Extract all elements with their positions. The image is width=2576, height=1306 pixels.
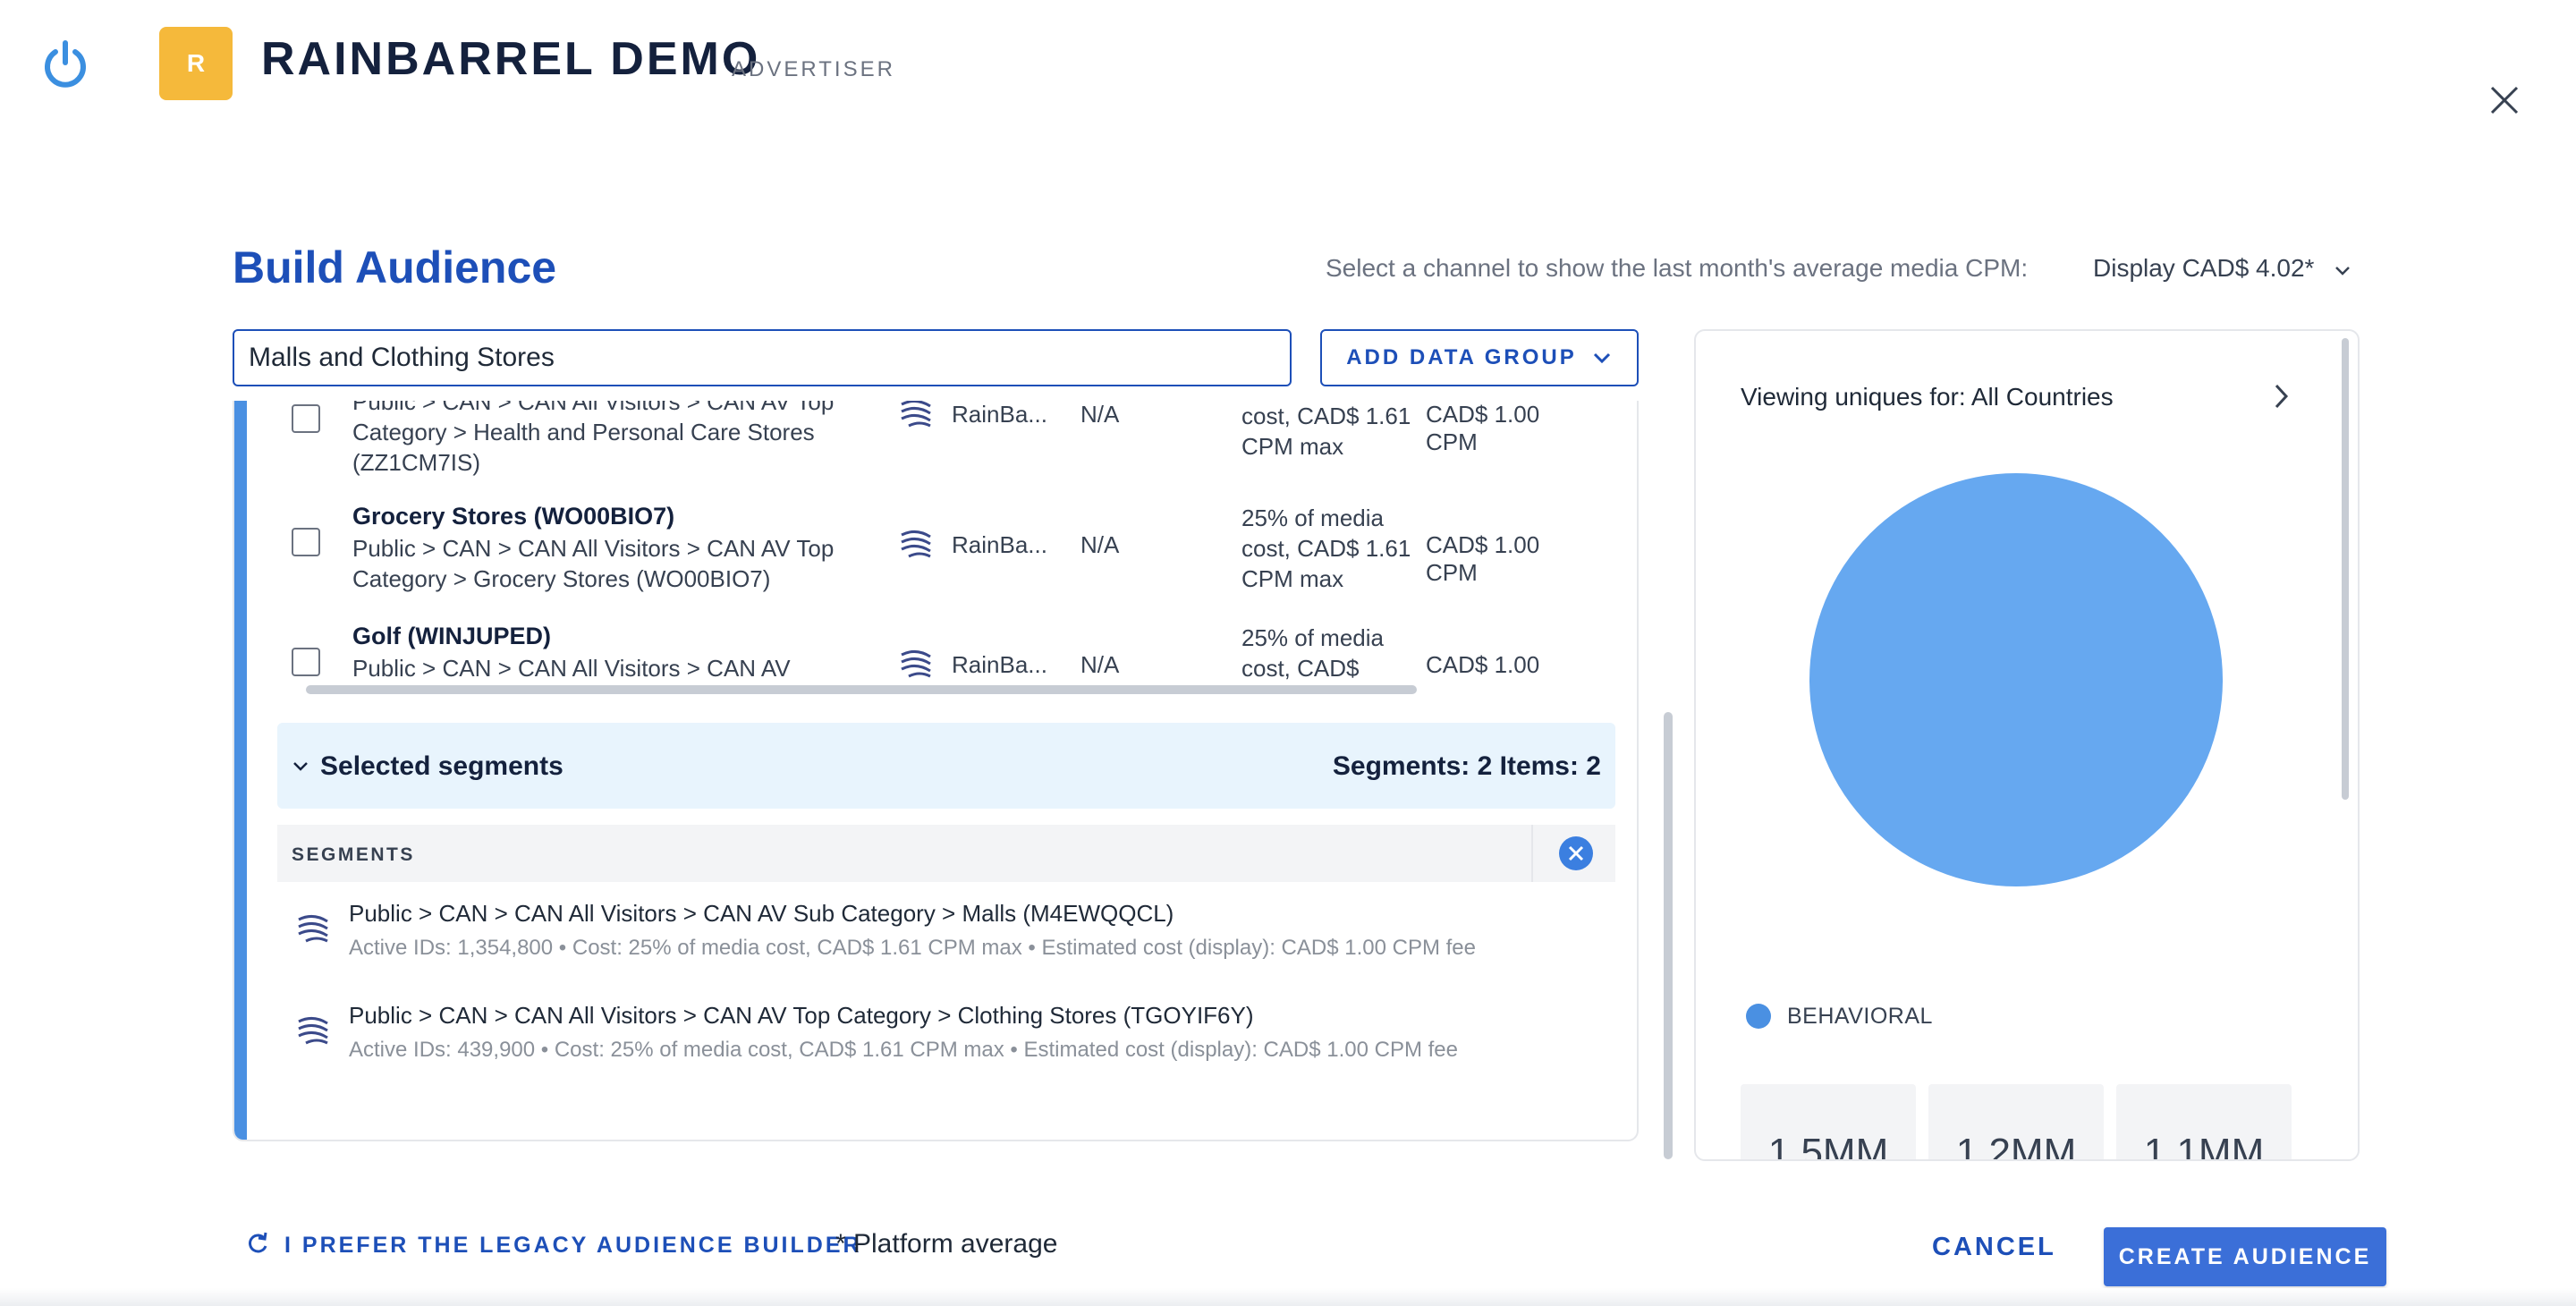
chevron-down-icon[interactable] [2333,261,2352,281]
result-checkbox[interactable] [292,404,320,433]
chevron-down-icon[interactable] [292,757,309,775]
chevron-down-icon [1593,352,1610,364]
result-na: N/A [1080,531,1120,558]
result-row[interactable]: Public > CAN > CAN All Visitors > CAN AV… [270,401,1594,494]
result-cost: cost, CAD$ 1.61 CPM max [1241,403,1411,460]
rainbarrel-provider-icon [901,530,931,558]
search-input[interactable] [233,329,1292,386]
selected-segments-header[interactable]: Selected segments Segments: 2 Items: 2 [277,723,1615,809]
result-na: N/A [1080,401,1120,428]
result-fee: CAD$ 1.00 CPM [1426,531,1540,586]
uniques-country-label: Viewing uniques for: All Countries [1741,383,2114,411]
legend-label-behavioral: BEHAVIORAL [1787,1004,1933,1029]
add-data-group-label: ADD DATA GROUP [1346,345,1577,369]
result-provider: RainBa... [952,651,1047,678]
platform-average-note: * Platform average [835,1229,1058,1259]
advertiser-role: ADVERTISER [732,57,895,81]
result-path: Public > CAN > CAN All Visitors > CAN AV… [352,401,835,476]
clear-segments-icon[interactable] [1558,835,1594,871]
result-name: Golf (WINJUPED) [352,623,551,649]
cpm-channel-label: Select a channel to show the last month'… [1326,254,2029,282]
selected-segment-item: Public > CAN > CAN All Visitors > CAN AV… [277,900,1615,971]
audience-builder-panel: Public > CAN > CAN All Visitors > CAN AV… [233,401,1639,1141]
power-logo-icon[interactable] [39,38,91,89]
pie-slice-behavioral [1809,473,2223,886]
selected-segments-counts: Segments: 2 Items: 2 [1332,751,1601,781]
refresh-icon[interactable] [245,1231,270,1256]
legend-dot-behavioral [1746,1004,1771,1029]
rainbarrel-provider-icon [901,650,931,678]
segments-column-header: SEGMENTS [277,825,1615,882]
uniques-stat-value: 1.2MM [1955,1131,2077,1161]
advertiser-name: RAINBARREL DEMO [261,33,761,85]
uniques-stat-card: 1.1MM [2116,1084,2292,1161]
page-title: Build Audience [233,242,557,293]
chevron-right-icon[interactable] [2268,381,2293,411]
group-accent-bar [234,401,247,1140]
uniques-pie-chart [1809,473,2223,886]
bottom-shadow [0,1288,2576,1306]
cancel-button[interactable]: CANCEL [1932,1224,2056,1270]
cpm-channel-select[interactable]: Display CAD$ 4.02* [2093,254,2315,282]
uniques-panel: Viewing uniques for: All Countries BEHAV… [1694,329,2360,1161]
rainbarrel-provider-icon [901,401,931,428]
result-cost: 25% of media cost, CAD$ [1241,624,1384,682]
selected-segments-title: Selected segments [320,751,564,781]
results-horizontal-scrollbar[interactable] [306,685,1417,694]
result-path: Public > CAN > CAN All Visitors > CAN AV… [352,535,835,592]
selected-segment-path: Public > CAN > CAN All Visitors > CAN AV… [349,900,1174,927]
rainbarrel-provider-icon [298,1017,328,1045]
uniques-panel-scrollbar[interactable] [2342,338,2349,800]
selected-segment-meta: Active IDs: 1,354,800 • Cost: 25% of med… [349,936,1476,960]
result-cost: 25% of media cost, CAD$ 1.61 CPM max [1241,505,1411,592]
selected-segment-item: Public > CAN > CAN All Visitors > CAN AV… [277,1002,1615,1073]
selected-segment-path: Public > CAN > CAN All Visitors > CAN AV… [349,1002,1254,1029]
result-name: Grocery Stores (WO00BIO7) [352,503,675,530]
divider [1531,825,1533,882]
result-provider: RainBa... [952,531,1047,558]
legacy-builder-link[interactable]: I PREFER THE LEGACY AUDIENCE BUILDER [284,1233,862,1258]
create-audience-button[interactable]: CREATE AUDIENCE [2104,1227,2386,1286]
result-fee: CAD$ 1.00 CPM [1426,401,1540,455]
add-data-group-button[interactable]: ADD DATA GROUP [1320,329,1639,386]
uniques-stat-value: 1.1MM [2143,1131,2265,1161]
uniques-stat-card: 1.2MM [1928,1084,2104,1161]
result-row[interactable]: Grocery Stores (WO00BIO7) Public > CAN >… [270,503,1594,610]
rainbarrel-provider-icon [298,915,328,943]
uniques-stat-value: 1.5MM [1767,1131,1889,1161]
segments-column-label: SEGMENTS [292,844,415,865]
close-icon[interactable] [2487,82,2522,118]
search-results-list[interactable]: Public > CAN > CAN All Visitors > CAN AV… [270,401,1594,683]
uniques-stat-card: 1.5MM [1741,1084,1916,1161]
result-fee: CAD$ 1.00 CPM [1426,651,1540,683]
result-checkbox[interactable] [292,648,320,676]
result-checkbox[interactable] [292,528,320,556]
result-provider: RainBa... [952,401,1047,428]
main-vertical-scrollbar[interactable] [1664,712,1673,1159]
advertiser-avatar: R [159,27,233,100]
selected-segment-meta: Active IDs: 439,900 • Cost: 25% of media… [349,1038,1458,1062]
result-row[interactable]: Golf (WINJUPED) Public > CAN > CAN All V… [270,623,1594,683]
result-na: N/A [1080,651,1120,678]
result-path: Public > CAN > CAN All Visitors > CAN AV… [352,655,791,682]
